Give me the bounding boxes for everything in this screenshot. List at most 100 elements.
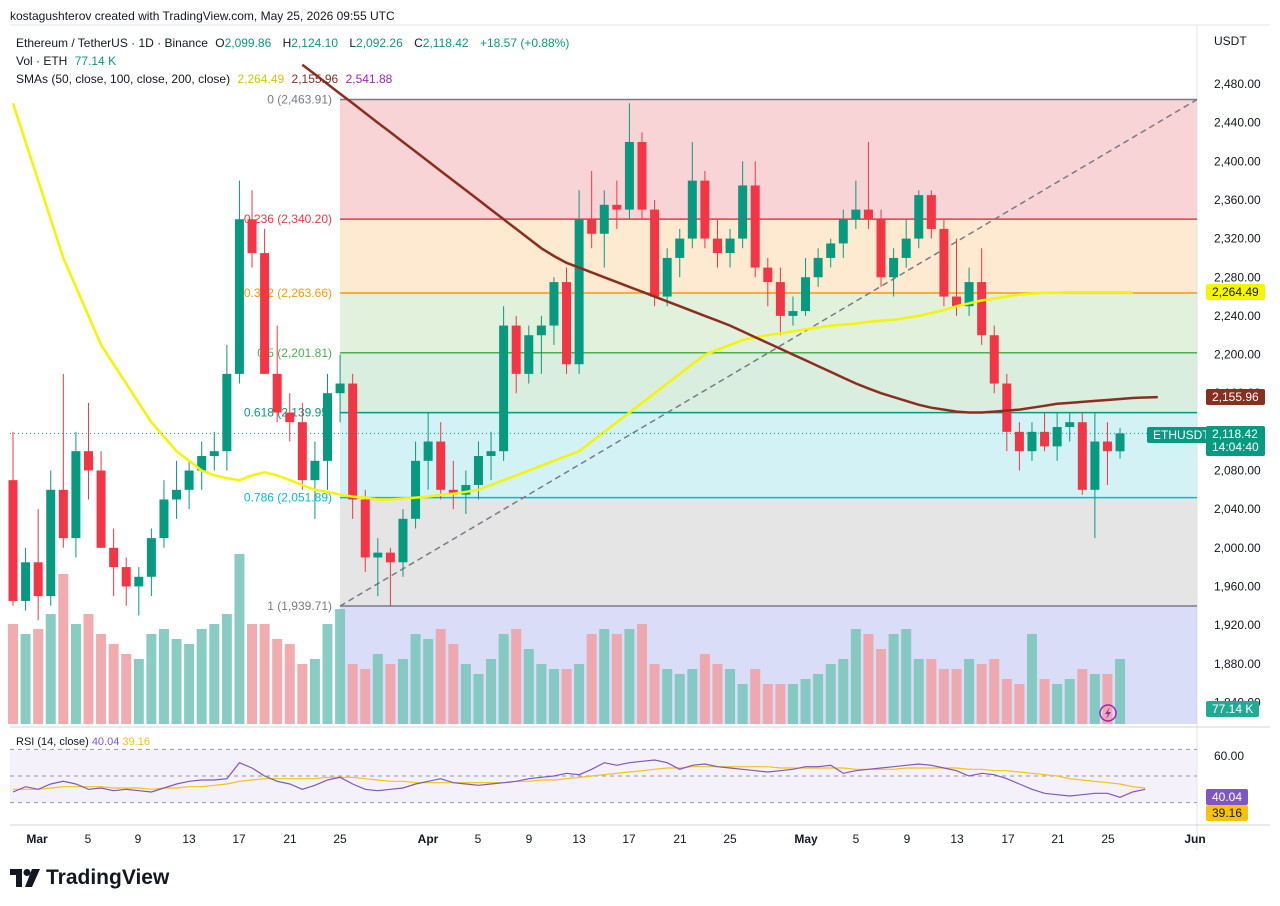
volume-bar [70, 624, 81, 724]
fib-zone [340, 352, 1197, 413]
candle-body [1077, 422, 1087, 490]
volume-bar [372, 654, 383, 724]
candle-body [863, 209, 873, 220]
sma100-legend-value: 2,155.96 [291, 72, 339, 86]
date-axis-tick: 9 [904, 832, 911, 846]
volume-bar [825, 664, 836, 724]
sma100-price-tag: 2,155.96 [1206, 389, 1265, 405]
candle-body [939, 228, 949, 297]
candle-body [562, 282, 572, 365]
volume-bar [888, 634, 899, 724]
candle-body [914, 195, 924, 239]
volume-bar [33, 629, 44, 724]
candle-body [385, 552, 395, 563]
candle-body [146, 538, 156, 577]
currency-unit-label[interactable]: USDT [1214, 34, 1247, 48]
volume-bar [435, 629, 446, 724]
candle-body [473, 456, 483, 485]
symbol-label[interactable]: Ethereum / TetherUS · 1D · Binance [16, 36, 208, 50]
volume-bar [787, 684, 798, 724]
volume-bar [813, 674, 824, 724]
date-axis-tick: 17 [1001, 832, 1015, 846]
rsi-line [12, 759, 1146, 798]
candle-body [637, 141, 647, 210]
candle-body [159, 499, 169, 539]
volume-bar [674, 674, 685, 724]
volume-bar [486, 659, 497, 724]
rsi-value: 40.04 [91, 736, 120, 748]
sma50-legend-value: 2,264.49 [237, 72, 285, 86]
volume-bar [397, 659, 408, 724]
volume-bar [637, 624, 647, 724]
date-axis-tick: 13 [182, 832, 196, 846]
sma-legend-label[interactable]: SMAs (50, close, 100, close, 200, close) [16, 72, 231, 86]
countdown-value: 14:04:40 [1212, 440, 1259, 454]
volume-bar [385, 664, 396, 724]
volume-bar [611, 634, 622, 724]
rsi-tick-label: 60.00 [1214, 749, 1245, 763]
volume-bar [976, 664, 987, 724]
volume-bar [523, 649, 534, 724]
rsi-label[interactable]: RSI (14, close) [16, 736, 89, 748]
fib-level-label: 0 (2,463.91) [267, 93, 332, 107]
price-axis-tick: 1,880.00 [1214, 657, 1261, 671]
rsi-ma-value: 39.16 [122, 736, 150, 748]
candle-body [549, 282, 559, 326]
price-axis-tick: 2,240.00 [1214, 309, 1261, 323]
tradingview-logo[interactable]: TradingView [10, 866, 169, 890]
high-label: H2,124.10 [282, 36, 339, 50]
candle-body [310, 460, 320, 481]
price-axis-tick: 2,400.00 [1214, 154, 1261, 168]
volume-bar [8, 624, 18, 724]
volume-bar [460, 664, 471, 724]
price-axis-tick: 2,080.00 [1214, 464, 1261, 478]
candle-body [750, 185, 760, 268]
date-axis-tick: 17 [232, 832, 246, 846]
volume-legend-label[interactable]: Vol · ETH [16, 54, 68, 68]
candle-body [360, 499, 370, 558]
candle-body [134, 576, 144, 587]
candle-body [8, 480, 18, 601]
price-axis-tick: 2,440.00 [1214, 116, 1261, 130]
fib-level-label: 0.5 (2,201.81) [257, 346, 332, 360]
volume-bar [964, 659, 975, 724]
volume-bar [272, 639, 283, 724]
date-axis-tick: 13 [950, 832, 964, 846]
candle-body [624, 141, 634, 210]
candle-body [763, 267, 773, 283]
volume-bar [234, 554, 245, 724]
volume-bar [876, 649, 887, 724]
volume-bar [335, 609, 346, 724]
candle-body [348, 383, 358, 500]
candle-body [687, 180, 697, 239]
volume-bar [284, 644, 295, 724]
volume-bar [775, 684, 786, 724]
volume-bar [1039, 679, 1050, 724]
candle-body [58, 489, 68, 539]
fib-level-label: 1 (1,939.71) [267, 599, 332, 613]
candle-body [71, 451, 81, 539]
candle-body [801, 277, 811, 312]
date-axis-tick: 17 [622, 832, 636, 846]
volume-bar [863, 634, 874, 724]
volume-bar [448, 644, 459, 724]
candle-body [952, 296, 961, 307]
candle-body [197, 456, 207, 471]
price-axis-tick: 2,040.00 [1214, 502, 1261, 516]
volume-bar [1001, 679, 1012, 724]
volume-legend-value: 77.14 K [74, 54, 117, 68]
rsi-value-tag: 40.04 [1206, 789, 1249, 805]
sma200-legend-value: 2,541.88 [345, 72, 393, 86]
volume-bar [548, 669, 559, 724]
volume-bar [247, 624, 258, 724]
volume-bar [800, 679, 811, 724]
volume-bar [624, 629, 635, 724]
candle-body [398, 518, 408, 563]
candle-body [411, 460, 421, 519]
volume-bar [838, 659, 849, 724]
volume-bar [184, 644, 195, 724]
last-price-tag: 2,118.42 14:04:40 [1206, 426, 1265, 456]
price-axis-tick: 2,320.00 [1214, 232, 1261, 246]
candle-body [599, 204, 609, 234]
